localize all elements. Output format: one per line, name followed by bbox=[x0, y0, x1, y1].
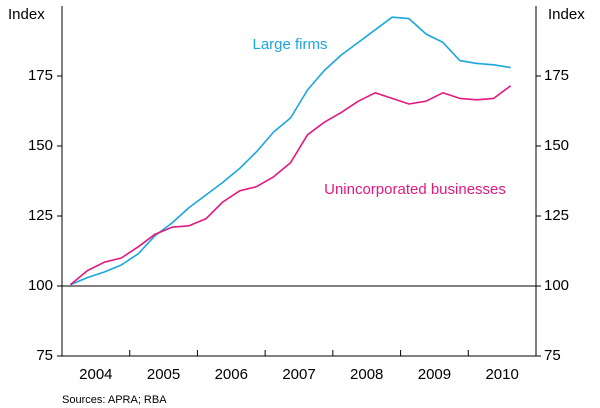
y-tick-label-left: 150 bbox=[28, 137, 53, 154]
series-line bbox=[70, 16, 511, 286]
series-line bbox=[69, 85, 512, 286]
x-tick-label: 2006 bbox=[215, 366, 248, 383]
y-tick-label-left: 125 bbox=[28, 207, 53, 224]
y-tick-label-right: 175 bbox=[544, 67, 569, 84]
x-tick-label: 2010 bbox=[485, 366, 518, 383]
y-tick-label-left: 75 bbox=[36, 347, 53, 364]
y-tick-label-right: 125 bbox=[544, 207, 569, 224]
y-tick-label-right: 75 bbox=[544, 347, 561, 364]
series-label: Large firms bbox=[252, 36, 327, 53]
x-tick-label: 2005 bbox=[147, 366, 180, 383]
y-tick-label-left: 175 bbox=[28, 67, 53, 84]
source-note: Sources: APRA; RBA bbox=[62, 394, 167, 406]
y-tick-label-right: 150 bbox=[544, 137, 569, 154]
series-label: Unincorporated businesses bbox=[324, 181, 506, 198]
y-axis-label-right: Index bbox=[548, 6, 585, 23]
y-tick-label-right: 100 bbox=[544, 277, 569, 294]
x-tick-label: 2009 bbox=[418, 366, 451, 383]
x-tick-label: 2008 bbox=[350, 366, 383, 383]
x-tick-label: 2007 bbox=[282, 366, 315, 383]
y-axis-label-left: Index bbox=[8, 6, 45, 23]
x-tick-label: 2004 bbox=[79, 366, 112, 383]
y-tick-label-left: 100 bbox=[28, 277, 53, 294]
